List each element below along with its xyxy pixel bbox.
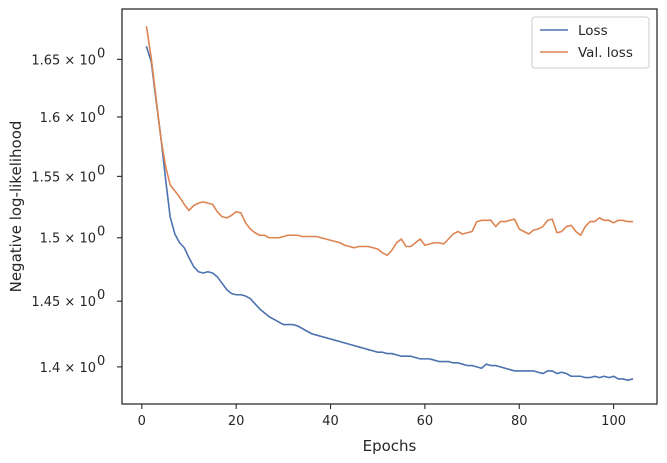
y-tick-exponent: 0 [97, 163, 105, 178]
x-axis-label: Epochs [363, 437, 417, 455]
y-axis-label: Negative log-likelihood [7, 121, 25, 293]
x-tick-label: 0 [138, 414, 146, 429]
y-tick-exponent: 0 [97, 225, 105, 240]
x-tick-label: 80 [511, 414, 528, 429]
y-tick-label: 1.45 × 10 [31, 295, 96, 310]
y-tick-label: 1.5 × 10 [40, 232, 96, 247]
y-tick-label: 1.4 × 10 [40, 361, 96, 376]
x-tick-label: 40 [322, 414, 339, 429]
y-tick-label: 1.6 × 10 [40, 111, 96, 126]
y-tick-exponent: 0 [97, 354, 105, 369]
y-tick-exponent: 0 [97, 46, 105, 61]
x-tick-label: 100 [601, 414, 626, 429]
x-tick-label: 60 [417, 414, 434, 429]
y-tick-label: 1.55 × 10 [31, 170, 96, 185]
y-tick-exponent: 0 [97, 288, 105, 303]
x-tick-label: 20 [228, 414, 245, 429]
legend-label: Loss [578, 23, 608, 39]
y-axis: 1.4 × 10 01.45 × 10 01.5 × 10 01.55 × 10 01.… [31, 46, 122, 376]
legend-label: Val. loss [578, 45, 633, 61]
plot-lines [145, 25, 634, 382]
x-axis: 0 20 40 60 80 100 [138, 404, 626, 429]
plot-frame [121, 8, 658, 405]
y-tick-exponent: 0 [97, 104, 105, 119]
legend: Loss Val. loss [531, 16, 650, 69]
series-line-1 [145, 46, 634, 382]
series-line-2 [145, 25, 634, 257]
y-tick-label: 1.65 × 10 [31, 53, 96, 68]
